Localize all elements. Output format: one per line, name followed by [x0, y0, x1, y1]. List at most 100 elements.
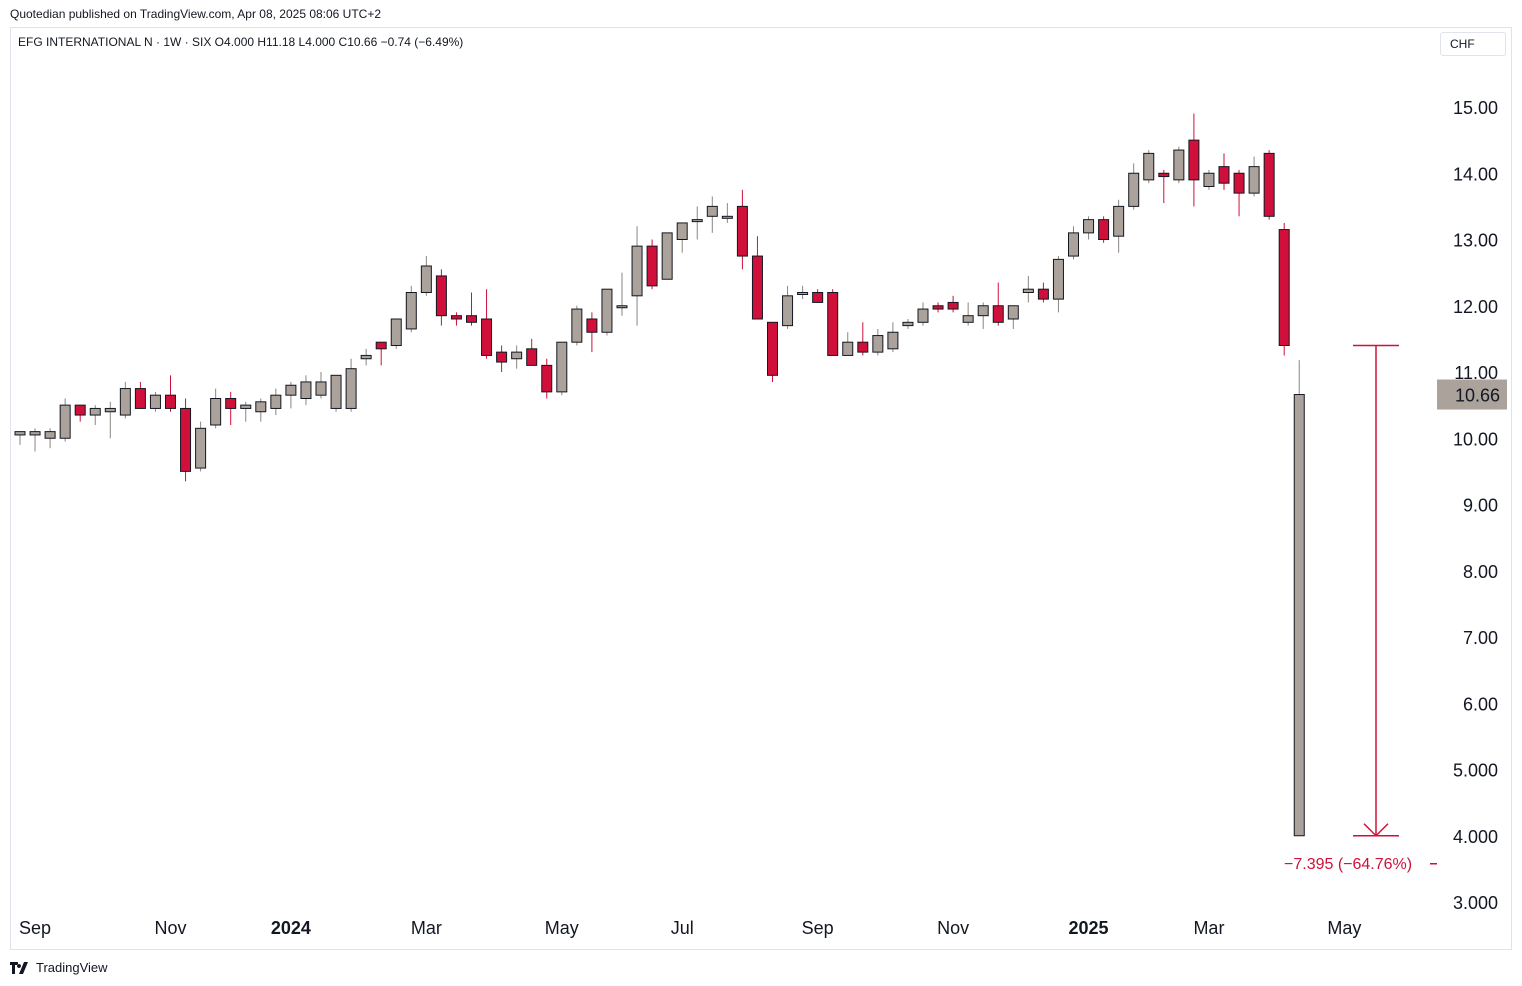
candle-body [255, 401, 267, 413]
candle-body [29, 431, 41, 436]
measure-label: −7.395 (−64.76%) [1284, 856, 1412, 873]
candle-body [962, 315, 974, 323]
candle [1022, 275, 1034, 303]
candle [481, 289, 493, 359]
y-tick-label: 9.00 [1463, 496, 1498, 516]
last-price-tag: 10.66 [1437, 379, 1507, 410]
candle-body [646, 245, 658, 287]
x-tick-label: Jul [671, 918, 694, 938]
y-tick-label: 6.00 [1463, 694, 1498, 714]
candle-body [1068, 232, 1079, 257]
candle-body [1263, 152, 1275, 217]
x-tick-label: Nov [154, 918, 186, 938]
candle [1143, 150, 1155, 184]
measure-arrowhead-icon [1363, 823, 1389, 837]
candle-body [59, 404, 71, 439]
candle [947, 295, 959, 313]
candle [962, 302, 974, 326]
candle-body [947, 301, 959, 310]
candle [767, 321, 778, 382]
candle-body [300, 381, 312, 399]
candle-body [857, 341, 869, 353]
candle [1188, 113, 1200, 207]
candle [285, 381, 297, 409]
x-tick-label: Sep [802, 918, 834, 938]
candle [240, 401, 252, 422]
candle [977, 302, 989, 329]
time-axis[interactable]: Sep Nov 2024 Mar May Jul Sep Nov 2025 Mar May [19, 918, 1361, 938]
candle-body [420, 265, 432, 293]
candle [360, 348, 372, 366]
candle [1083, 216, 1095, 240]
candle [992, 282, 1004, 326]
candle-body [661, 232, 673, 280]
x-tick-label: Mar [411, 918, 442, 938]
candle-body [616, 305, 628, 309]
candle [526, 338, 538, 366]
candle [390, 318, 402, 349]
x-tick-label: May [545, 918, 579, 938]
tradingview-icon [10, 961, 28, 974]
candle-body [270, 394, 282, 409]
candle-body [511, 351, 523, 360]
candle [797, 285, 809, 300]
candle [556, 341, 568, 396]
x-tick-label: Mar [1193, 918, 1224, 938]
candle-body [134, 388, 146, 409]
candle-body [1052, 258, 1064, 300]
currency-button[interactable]: CHF [1440, 32, 1506, 56]
candle [180, 398, 192, 482]
candle-body [1188, 139, 1200, 181]
candle-body [676, 222, 688, 240]
last-price-background [1437, 379, 1507, 410]
candle-body [586, 318, 598, 333]
candle-body [74, 404, 86, 416]
candle [511, 345, 523, 369]
candle-body [435, 275, 447, 317]
candle-body [44, 431, 56, 439]
x-tick-label: 2025 [1069, 918, 1109, 938]
candle [195, 421, 207, 472]
candle [315, 372, 327, 399]
candle-body [1233, 172, 1245, 194]
candle-body [571, 308, 583, 343]
y-tick-label: 11.00 [1454, 363, 1498, 383]
candle-body [721, 215, 733, 219]
candle [1278, 222, 1290, 356]
candle [300, 375, 312, 406]
candle-body [601, 288, 613, 333]
candle-body [812, 292, 824, 303]
candle [646, 239, 658, 290]
candle-body [767, 321, 778, 376]
candle-body [1173, 149, 1185, 181]
candle [812, 289, 824, 303]
candle-body [917, 308, 929, 323]
y-tick-label: 13.00 [1453, 231, 1498, 251]
candle-body [827, 292, 839, 356]
candle [616, 272, 628, 316]
tradingview-logo[interactable]: TradingView [10, 960, 108, 975]
candle [1052, 256, 1064, 313]
candle [601, 288, 613, 336]
candle [330, 374, 342, 412]
candle-body [1158, 172, 1170, 178]
candle [496, 345, 508, 372]
y-tick-label: 3.000 [1453, 893, 1498, 913]
candle [345, 358, 357, 412]
y-tick-label: 7.00 [1463, 628, 1498, 648]
price-range-measure[interactable]: −7.395 (−64.76%) [1284, 344, 1437, 873]
price-axis[interactable]: 15.00 14.00 13.00 12.00 11.00 10.00 9.00 8.00 7.… [1453, 98, 1498, 913]
candle-body [481, 318, 493, 356]
candle-body [736, 205, 748, 257]
candle-body [165, 394, 176, 409]
candle-body [195, 427, 207, 469]
candle-body [375, 341, 387, 350]
candle-body [1248, 166, 1260, 194]
candle [255, 398, 267, 422]
candle [541, 358, 553, 399]
candle [210, 388, 222, 429]
candle-body [1203, 172, 1215, 187]
candle-body [104, 407, 116, 413]
y-tick-label: 4.000 [1453, 827, 1498, 847]
